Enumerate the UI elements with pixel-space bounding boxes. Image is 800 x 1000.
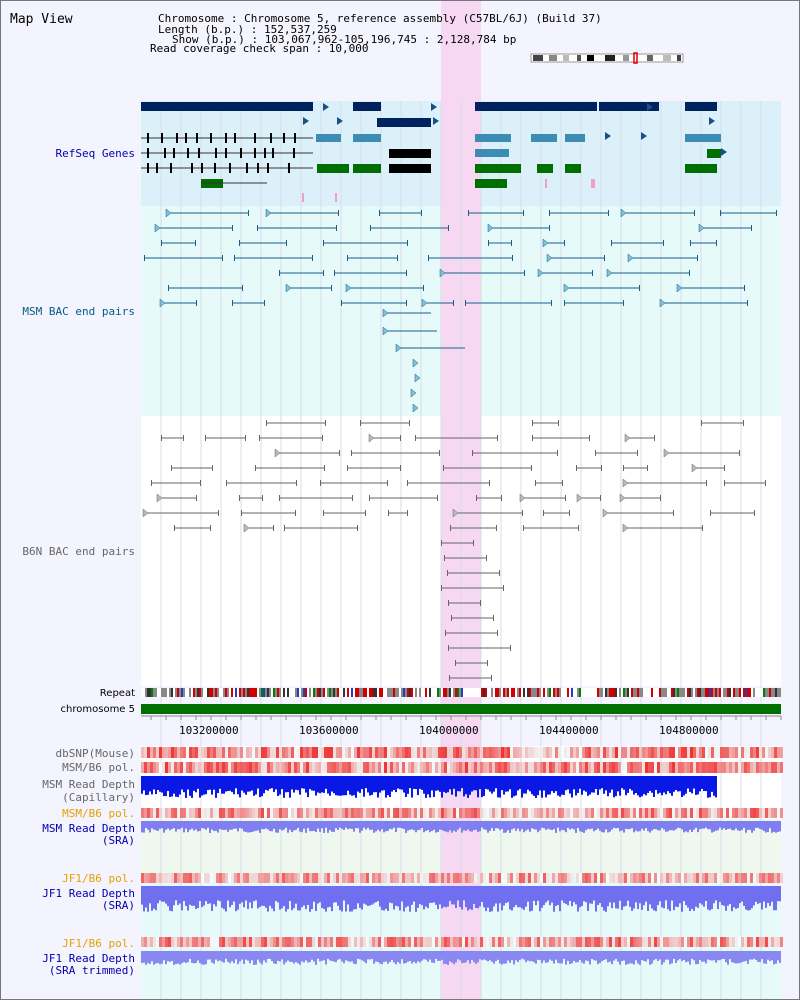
track-label-msm-depth-capillary-sub: (Capillary) [62, 791, 135, 804]
axis-tick-label: 104400000 [539, 724, 599, 737]
track-label-msm-bac[interactable]: MSM BAC end pairs [22, 305, 135, 318]
refseq-genes-glyphs[interactable] [141, 102, 727, 202]
axis-tick-label: 104800000 [659, 724, 719, 737]
track-label-dbsnp[interactable]: dbSNP(Mouse) [56, 747, 135, 760]
track-label-msm-depth-sra-sub: (SRA) [102, 834, 135, 847]
track-label-jf1-depth-sra[interactable]: JF1 Read Depth [42, 887, 135, 900]
chromosome-bar[interactable] [141, 704, 781, 714]
track-label-msm-depth-sra[interactable]: MSM Read Depth [42, 822, 135, 835]
axis-tick-label: 103200000 [179, 724, 239, 737]
variant-heat-tracks[interactable] [141, 747, 783, 965]
chromosome-ideogram[interactable] [530, 52, 684, 64]
info-length: Length (b.p.) : 152,537,259 [158, 23, 337, 36]
track-label-jf1-depth-trimmed[interactable]: JF1 Read Depth [42, 952, 135, 965]
b6n-bac-pairs-glyphs[interactable] [142, 420, 766, 696]
track-label-jf1-b6-pol[interactable]: JF1/B6 pol. [62, 872, 135, 885]
track-label-jf1-b6-pol-2[interactable]: JF1/B6 pol. [62, 937, 135, 950]
track-label-chromosome[interactable]: chromosome 5 [61, 704, 135, 715]
track-label-jf1-depth-trimmed-sub: (SRA trimmed) [49, 964, 135, 977]
axis-ticks [150, 716, 782, 720]
track-label-b6n-bac[interactable]: B6N BAC end pairs [22, 545, 135, 558]
page-title: Map View [10, 12, 73, 27]
repeat-track-bar[interactable] [141, 688, 781, 697]
info-coverage-span: Read coverage check span : 10,000 [150, 42, 369, 55]
info-chromosome: Chromosome : Chromosome 5, reference ass… [158, 12, 602, 25]
track-label-msm-b6-pol[interactable]: MSM/B6 pol. [62, 761, 135, 774]
axis-tick-label: 103600000 [299, 724, 359, 737]
track-label-repeat[interactable]: Repeat [100, 688, 135, 699]
track-label-msm-depth-capillary[interactable]: MSM Read Depth [42, 778, 135, 791]
track-label-jf1-depth-sra-sub: (SRA) [102, 899, 135, 912]
grid-lines [160, 101, 762, 999]
track-label-msm-b6-pol-sra[interactable]: MSM/B6 pol. [62, 807, 135, 820]
info-show: Show (b.p.) : 103,067,962-105,196,745 : … [172, 33, 516, 46]
axis-tick-label: 104000000 [419, 724, 479, 737]
track-label-refseq[interactable]: RefSeq Genes [56, 147, 135, 160]
msm-bac-pairs-glyphs[interactable] [144, 208, 777, 413]
